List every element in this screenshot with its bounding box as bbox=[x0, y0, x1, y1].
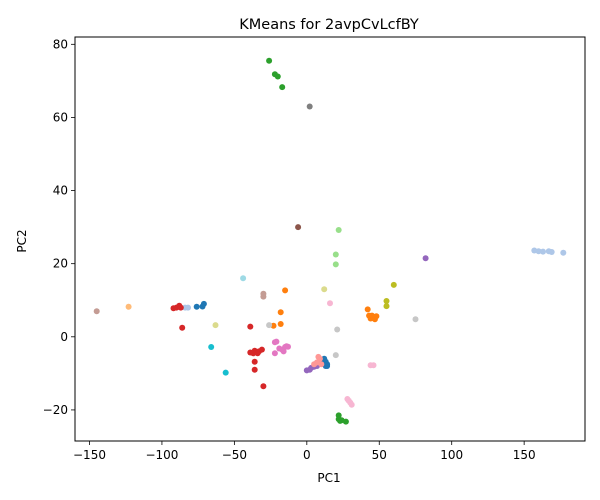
data-point bbox=[327, 300, 333, 307]
data-point bbox=[348, 401, 355, 408]
data-point bbox=[274, 73, 281, 80]
data-point bbox=[260, 293, 267, 300]
data-point bbox=[247, 323, 254, 330]
data-point bbox=[390, 281, 397, 288]
data-point bbox=[251, 358, 258, 365]
data-point bbox=[370, 362, 377, 369]
data-point bbox=[383, 303, 390, 310]
data-point bbox=[311, 361, 318, 368]
data-point bbox=[335, 227, 342, 233]
data-point bbox=[271, 350, 278, 357]
data-point bbox=[273, 338, 280, 345]
y-tick-label: −20 bbox=[43, 403, 68, 417]
data-point bbox=[282, 287, 289, 294]
data-point bbox=[334, 326, 341, 333]
data-point bbox=[277, 309, 284, 316]
data-point bbox=[306, 103, 313, 110]
data-point bbox=[212, 322, 219, 329]
x-tick-label: 50 bbox=[372, 448, 387, 462]
data-point bbox=[383, 298, 390, 304]
data-point bbox=[422, 255, 429, 262]
data-point bbox=[332, 251, 339, 258]
data-point bbox=[535, 248, 542, 255]
data-point bbox=[318, 361, 325, 368]
data-point bbox=[548, 249, 555, 255]
y-tick-label: 0 bbox=[60, 330, 68, 344]
x-tick-label: −50 bbox=[222, 448, 247, 462]
y-tick-label: 40 bbox=[53, 184, 68, 198]
data-point bbox=[179, 324, 186, 331]
data-point bbox=[200, 300, 207, 307]
x-tick-label: 150 bbox=[513, 448, 536, 462]
x-tick-label: 0 bbox=[303, 448, 311, 462]
data-point bbox=[412, 316, 419, 323]
y-tick-label: 20 bbox=[53, 257, 68, 271]
points-layer bbox=[93, 57, 567, 425]
data-point bbox=[93, 308, 100, 315]
chart-title: KMeans for 2avpCvLcfBY bbox=[239, 17, 419, 33]
data-point bbox=[540, 248, 546, 255]
data-point bbox=[193, 303, 200, 310]
data-point bbox=[251, 366, 258, 373]
data-point bbox=[321, 286, 328, 293]
data-point bbox=[240, 275, 247, 282]
data-point bbox=[177, 304, 184, 311]
data-point bbox=[295, 224, 302, 231]
y-tick-label: 80 bbox=[53, 37, 68, 51]
y-axis-label: PC2 bbox=[15, 229, 29, 252]
data-point bbox=[260, 383, 267, 390]
data-point bbox=[258, 346, 265, 353]
x-tick-label: 100 bbox=[440, 448, 463, 462]
x-tick-label: −150 bbox=[73, 448, 106, 462]
data-point bbox=[342, 418, 349, 425]
data-point bbox=[222, 369, 229, 376]
data-point bbox=[277, 321, 284, 327]
data-point bbox=[373, 313, 380, 320]
data-point bbox=[560, 249, 567, 256]
data-point bbox=[332, 261, 339, 268]
y-axis: −20 0 20 40 60 80 bbox=[43, 37, 75, 417]
plot-frame bbox=[74, 36, 586, 442]
x-axis-label: PC1 bbox=[317, 471, 340, 485]
data-point bbox=[266, 57, 273, 64]
data-point bbox=[364, 306, 371, 313]
data-point bbox=[337, 417, 344, 424]
data-point bbox=[208, 344, 215, 350]
data-point bbox=[182, 304, 189, 311]
data-point bbox=[332, 352, 339, 359]
y-tick-label: 60 bbox=[53, 110, 68, 124]
data-point bbox=[270, 322, 277, 329]
data-point bbox=[125, 303, 132, 310]
x-tick-label: −100 bbox=[145, 448, 178, 462]
data-point bbox=[266, 322, 273, 329]
data-point bbox=[285, 343, 291, 350]
data-point bbox=[279, 84, 286, 91]
x-axis: −150 −100 −50 0 50 100 150 bbox=[73, 441, 536, 462]
